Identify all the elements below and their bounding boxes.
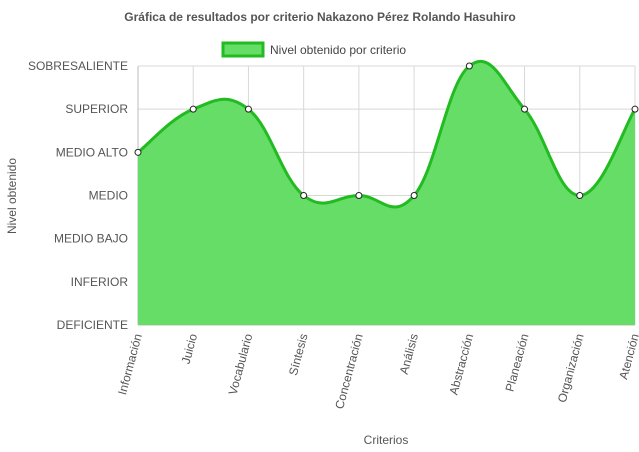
x-axis-tick-labels: Información Juicio Vocabulario Síntesis Conc… — [115, 332, 639, 411]
x-tick-label: Juicio — [179, 332, 201, 366]
x-tick-label: Información — [115, 332, 145, 396]
x-tick-label: Síntesis — [286, 332, 311, 377]
legend-label: Nivel obtenido por criterio — [270, 43, 406, 57]
data-point-atención[interactable] — [631, 105, 639, 113]
data-point-concentración[interactable] — [355, 192, 363, 199]
data-point-vocabulario[interactable] — [244, 105, 252, 113]
data-point-organización[interactable] — [576, 192, 584, 199]
y-tick-label: MEDIO ALTO — [56, 145, 128, 159]
y-tick-label: INFERIOR — [71, 275, 129, 289]
chart-title: Gráfica de resultados por criterio Nakaz… — [124, 10, 515, 24]
y-axis-title: Nivel obtenido — [5, 158, 19, 234]
y-tick-label: SOBRESALIENTE — [28, 59, 128, 73]
legend[interactable]: Nivel obtenido por criterio — [221, 41, 406, 58]
series-area — [137, 59, 637, 326]
data-point-juicio[interactable] — [189, 105, 197, 113]
y-axis-tick-labels: DEFICIENTE INFERIOR MEDIO BAJO MEDIO MEDIO A… — [28, 59, 128, 332]
data-point-abstracción[interactable] — [465, 62, 473, 70]
y-tick-label: DEFICIENTE — [57, 318, 128, 332]
data-point-síntesis[interactable] — [300, 192, 308, 199]
y-tick-label: SUPERIOR — [65, 102, 128, 116]
x-tick-label: Vocabulario — [226, 332, 256, 397]
y-tick-label: MEDIO BAJO — [54, 232, 128, 246]
x-tick-label: Abstracción — [446, 332, 476, 396]
data-points[interactable] — [134, 62, 639, 199]
x-tick-label: Organización — [555, 332, 587, 404]
data-point-planeación[interactable] — [521, 105, 529, 113]
x-tick-label: Concentración — [332, 332, 366, 410]
series-line — [137, 59, 637, 209]
x-tick-label: Atención — [616, 332, 639, 381]
x-tick-label: Planeación — [503, 332, 532, 393]
data-point-información[interactable] — [134, 148, 142, 156]
x-axis-title: Criterios — [364, 433, 409, 447]
x-tick-label: Análisis — [397, 332, 421, 376]
data-point-análisis[interactable] — [410, 192, 418, 199]
legend-swatch — [221, 41, 265, 58]
y-tick-label: MEDIO — [89, 189, 128, 203]
